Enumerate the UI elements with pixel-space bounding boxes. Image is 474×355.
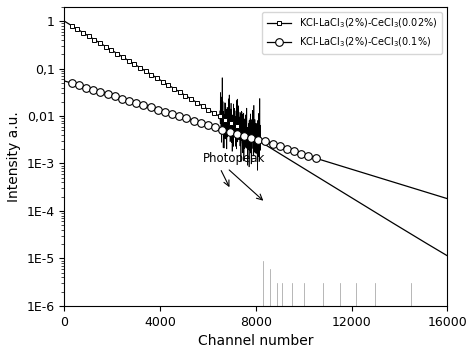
Text: Photopeak: Photopeak (203, 153, 265, 165)
Legend: KCl-LaCl$_3$(2%)-CeCl$_3$(0.02%), KCl-LaCl$_3$(2%)-CeCl$_3$(0.1%): KCl-LaCl$_3$(2%)-CeCl$_3$(0.02%), KCl-La… (262, 12, 442, 54)
Y-axis label: Intensity a.u.: Intensity a.u. (7, 111, 21, 202)
X-axis label: Channel number: Channel number (198, 334, 314, 348)
